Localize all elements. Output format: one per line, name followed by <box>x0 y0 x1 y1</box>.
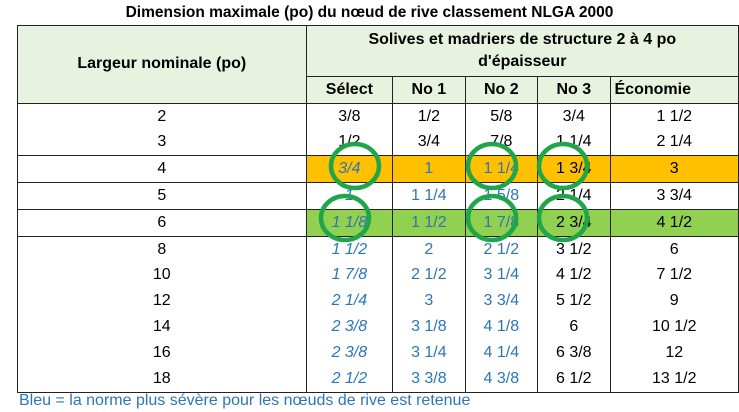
value-cell: 6 1/2 <box>537 365 611 393</box>
value-cell: 1/2 <box>392 103 466 130</box>
width-cell: 2 <box>17 103 307 130</box>
value-cell: 4 1/2 <box>537 262 611 289</box>
table-row: 2 3/8 1/2 5/8 3/4 1 1/2 <box>17 103 739 130</box>
value-cell: 5/8 <box>464 103 539 130</box>
width-cell: 6 <box>17 208 307 237</box>
value-cell: 1/2 <box>305 129 394 156</box>
value-cell: 3/8 <box>305 103 394 130</box>
width-cell: 5 <box>17 182 307 210</box>
value-cell: 5 1/2 <box>537 288 611 315</box>
width-cell: 3 <box>17 129 307 156</box>
value-cell: 2 1/2 <box>392 262 466 289</box>
row-label-header: Largeur nominale (po) <box>17 25 307 104</box>
value-cell: 3 1/2 <box>537 236 611 263</box>
width-cell: 14 <box>17 314 307 340</box>
value-cell: 3 1/4 <box>392 339 466 366</box>
table-title: Dimension maximale (po) du nœud de rive … <box>125 4 614 21</box>
value-cell: 9 <box>609 288 739 315</box>
width-cell: 16 <box>17 339 307 366</box>
table-row-highlighted: 6 1 1/8 1 1/2 1 7/8 2 3/4 4 1/2 <box>17 208 739 237</box>
value-cell: 3 1/4 <box>464 262 539 289</box>
value-cell: 2 3/8 <box>305 339 394 366</box>
value-cell: 3 3/4 <box>609 182 739 210</box>
value-cell: 13 1/2 <box>609 365 739 393</box>
value-cell: 4 1/2 <box>609 208 739 237</box>
value-cell: 10 1/2 <box>609 314 739 340</box>
width-cell: 18 <box>17 365 307 393</box>
value-cell: 6 3/8 <box>537 339 611 366</box>
table-row: 10 1 7/8 2 1/2 3 1/4 4 1/2 7 1/2 <box>17 262 739 289</box>
value-cell: 2 1/4 <box>537 182 611 210</box>
value-cell: 2 1/4 <box>305 288 394 315</box>
value-cell: 3/4 <box>537 103 611 130</box>
width-cell: 12 <box>17 288 307 315</box>
value-cell: 3/4 <box>392 129 466 156</box>
value-cell: 2 1/2 <box>464 236 539 263</box>
legend-note: Bleu = la norme plus sévère pour les nœu… <box>19 392 471 409</box>
width-cell: 8 <box>17 236 307 263</box>
table-row: 8 1 1/2 2 2 1/2 3 1/2 6 <box>17 236 739 263</box>
value-cell: 3 3/8 <box>392 365 466 393</box>
value-cell: 1 1/2 <box>609 103 739 130</box>
value-cell: 12 <box>609 339 739 366</box>
value-cell: 6 <box>609 236 739 263</box>
value-cell: 1 <box>305 182 394 210</box>
grade-header-no3: No 3 <box>537 76 611 104</box>
value-cell: 1 <box>392 155 466 184</box>
grade-header-no1: No 1 <box>392 76 466 104</box>
grade-header-select: Sélect <box>305 76 394 104</box>
value-cell: 1 1/4 <box>464 155 539 184</box>
value-cell: 3/4 <box>305 155 394 184</box>
value-cell: 1 1/4 <box>392 182 466 210</box>
value-cell: 2 <box>392 236 466 263</box>
value-cell: 1 7/8 <box>305 262 394 289</box>
value-cell: 1 5/8 <box>464 182 539 210</box>
table-row: 18 2 1/2 3 3/8 4 3/8 6 1/2 13 1/2 <box>17 365 739 393</box>
grade-header-no2: No 2 <box>464 76 539 104</box>
value-cell: 2 3/4 <box>537 208 611 237</box>
value-cell: 4 3/8 <box>464 365 539 393</box>
value-cell: 1 1/2 <box>305 236 394 263</box>
table-row: 5 1 1 1/4 1 5/8 2 1/4 3 3/4 <box>17 182 739 210</box>
value-cell: 1 1/2 <box>392 208 466 237</box>
value-cell: 3 1/8 <box>392 314 466 340</box>
value-cell: 2 3/8 <box>305 314 394 340</box>
table-row-highlighted: 4 3/4 1 1 1/4 1 3/4 3 <box>17 155 739 184</box>
knot-size-table: Largeur nominale (po) Solives et madrier… <box>17 25 739 393</box>
value-cell: 3 3/4 <box>464 288 539 315</box>
grade-header-economie: Économie <box>609 76 739 104</box>
table-row: 16 2 3/8 3 1/4 4 1/4 6 3/8 12 <box>17 339 739 366</box>
width-cell: 10 <box>17 262 307 289</box>
value-cell: 3 <box>609 155 739 184</box>
table-row: 3 1/2 3/4 7/8 1 1/4 2 1/4 <box>17 129 739 156</box>
value-cell: 6 <box>537 314 611 340</box>
width-cell: 4 <box>17 155 307 184</box>
value-cell: 1 1/8 <box>305 208 394 237</box>
table-row: 14 2 3/8 3 1/8 4 1/8 6 10 1/2 <box>17 314 739 340</box>
value-cell: 1 1/4 <box>537 129 611 156</box>
value-cell: 1 3/4 <box>537 155 611 184</box>
value-cell: 1 7/8 <box>464 208 539 237</box>
value-cell: 2 1/4 <box>609 129 739 156</box>
group-header: Solives et madriers de structure 2 à 4 p… <box>305 25 739 77</box>
value-cell: 7/8 <box>464 129 539 156</box>
value-cell: 3 <box>392 288 466 315</box>
value-cell: 4 1/8 <box>464 314 539 340</box>
value-cell: 4 1/4 <box>464 339 539 366</box>
table-row: 12 2 1/4 3 3 3/4 5 1/2 9 <box>17 288 739 315</box>
value-cell: 2 1/2 <box>305 365 394 393</box>
value-cell: 7 1/2 <box>609 262 739 289</box>
